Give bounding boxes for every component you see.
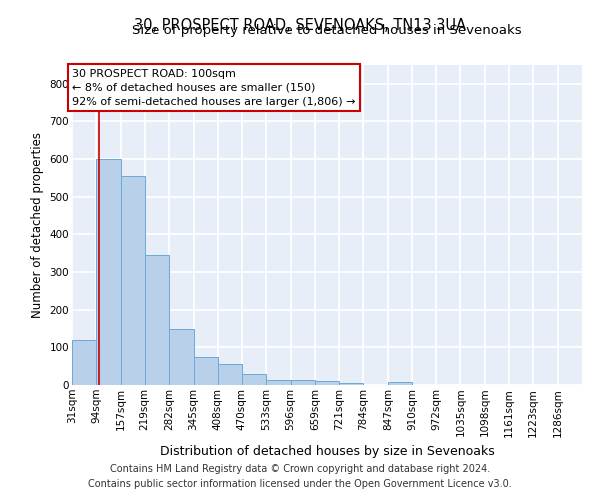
Bar xyxy=(72,340,97,385)
Title: Size of property relative to detached houses in Sevenoaks: Size of property relative to detached ho… xyxy=(132,24,522,38)
Bar xyxy=(169,328,194,385)
Bar xyxy=(388,382,412,385)
Bar xyxy=(194,357,218,385)
Text: Contains HM Land Registry data © Crown copyright and database right 2024.
Contai: Contains HM Land Registry data © Crown c… xyxy=(88,464,512,489)
Bar xyxy=(145,255,169,385)
Bar xyxy=(266,380,290,385)
Text: 30, PROSPECT ROAD, SEVENOAKS, TN13 3UA: 30, PROSPECT ROAD, SEVENOAKS, TN13 3UA xyxy=(134,18,466,32)
Y-axis label: Number of detached properties: Number of detached properties xyxy=(31,132,44,318)
Bar xyxy=(121,176,145,385)
Bar xyxy=(315,381,340,385)
Bar xyxy=(339,382,364,385)
Bar xyxy=(218,364,242,385)
Bar xyxy=(97,159,121,385)
X-axis label: Distribution of detached houses by size in Sevenoaks: Distribution of detached houses by size … xyxy=(160,445,494,458)
Text: 30 PROSPECT ROAD: 100sqm
← 8% of detached houses are smaller (150)
92% of semi-d: 30 PROSPECT ROAD: 100sqm ← 8% of detache… xyxy=(73,69,356,107)
Bar xyxy=(290,380,315,385)
Bar xyxy=(242,374,266,385)
